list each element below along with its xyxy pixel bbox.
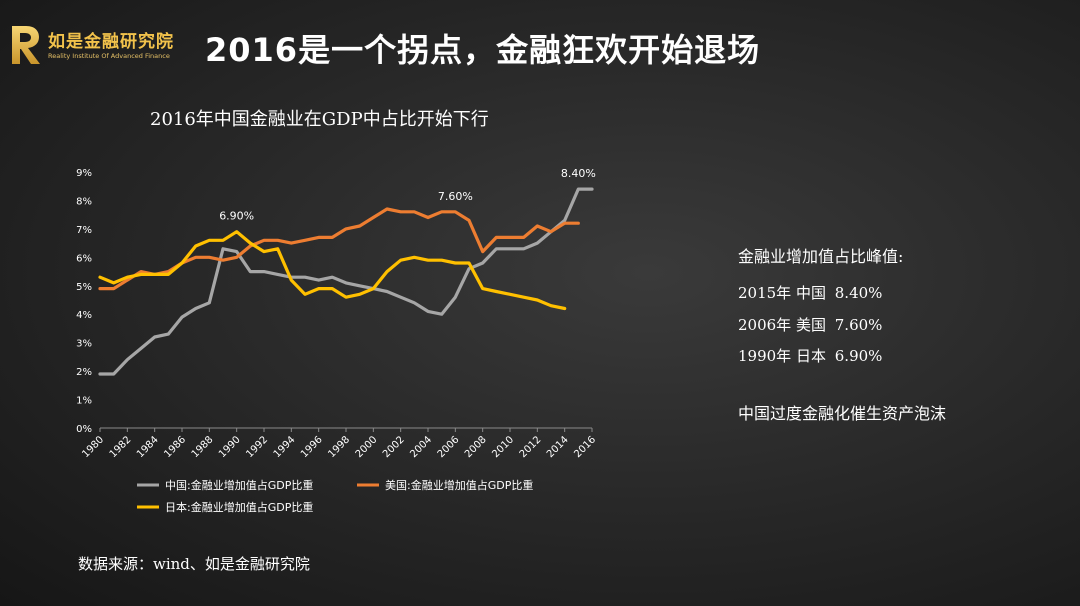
x-tick-label: 2002 [381, 434, 407, 460]
x-tick-label: 1996 [299, 434, 325, 460]
x-tick-label: 2000 [354, 434, 380, 460]
x-tick-label: 1990 [217, 434, 243, 460]
note-row-usa: 2006年 美国 7.60% [738, 314, 882, 335]
y-tick-label: 9% [76, 168, 92, 179]
chart-title: 2016年中国金融业在GDP中占比开始下行 [150, 109, 489, 130]
note-value: 6.90% [834, 347, 883, 365]
page-headline: 2016是一个拐点，金融狂欢开始退场 [205, 31, 761, 69]
note-value: 8.40% [834, 284, 883, 302]
x-tick-label: 2008 [463, 434, 489, 460]
x-tick-label: 1980 [80, 434, 106, 460]
note-country: 美国 [795, 316, 826, 334]
x-tick-label: 1994 [272, 434, 298, 460]
note-row-china: 2015年 中国 8.40% [738, 282, 882, 303]
x-tick-label: 1992 [244, 434, 270, 460]
series-line-0 [98, 187, 594, 376]
chart-legend: 中国:金融业增加值占GDP比重 美国:金融业增加值占GDP比重日本:金融业增加值占… [137, 478, 533, 514]
y-axis-ticks: 0% 1% 2% 3% 4% 5% 6% 7% 8% 9% [76, 168, 92, 435]
y-tick-label: 6% [76, 253, 92, 264]
logo-r-icon [12, 26, 40, 64]
x-tick-label: 2006 [436, 434, 462, 460]
peak-label: 7.60% [438, 190, 473, 203]
note-country: 日本 [795, 347, 826, 365]
note-value: 7.60% [834, 316, 883, 334]
chart-series [98, 187, 594, 376]
y-tick-label: 3% [76, 339, 92, 350]
brand-subtitle: Reality Institute Of Advanced Finance [48, 52, 170, 60]
y-tick-label: 5% [76, 282, 92, 293]
peak-label: 6.90% [219, 210, 254, 223]
y-tick-label: 0% [76, 424, 92, 435]
brand-name: 如是金融研究院 [48, 32, 174, 52]
x-tick-label: 2004 [408, 434, 434, 460]
peak-label: 8.40% [561, 167, 596, 180]
note-year: 2015年 [738, 284, 792, 302]
note-year: 2006年 [738, 316, 792, 334]
x-tick-label: 2014 [545, 434, 571, 460]
y-tick-label: 8% [76, 196, 92, 207]
x-tick-label: 1988 [190, 434, 216, 460]
y-tick-label: 4% [76, 310, 92, 321]
peak-annotations: 6.90% 7.60% 8.40% [219, 167, 596, 223]
x-tick-label: 2012 [518, 434, 544, 460]
y-tick-label: 2% [76, 367, 92, 378]
notes-heading: 金融业增加值占比峰值: [738, 247, 904, 266]
x-tick-label: 1984 [135, 434, 161, 460]
x-axis-ticks: 1980 1982 1984 1986 1988 1990 1992 1994 1996 1998… [80, 428, 598, 460]
x-tick-label: 2010 [490, 434, 516, 460]
x-tick-label: 1982 [108, 434, 134, 460]
note-row-japan: 1990年 日本 6.90% [738, 345, 882, 366]
notes-conclusion: 中国过度金融化催生资产泡沫 [738, 404, 947, 423]
legend-label: 中国:金融业增加值占GDP比重 [165, 478, 313, 492]
note-country: 中国 [795, 284, 826, 302]
x-tick-label: 2016 [572, 434, 598, 460]
brand-logo: 如是金融研究院 Reality Institute Of Advanced Fi… [8, 22, 198, 68]
legend-label: 美国:金融业增加值占GDP比重 [385, 478, 533, 492]
note-year: 1990年 [738, 347, 792, 365]
y-tick-label: 1% [76, 396, 92, 407]
y-tick-label: 7% [76, 225, 92, 236]
x-tick-label: 1998 [326, 434, 352, 460]
legend-label: 日本:金融业增加值占GDP比重 [165, 500, 313, 514]
x-tick-label: 1986 [162, 434, 188, 460]
series-line-2 [98, 230, 567, 311]
data-source: 数据来源：wind、如是金融研究院 [78, 555, 310, 573]
